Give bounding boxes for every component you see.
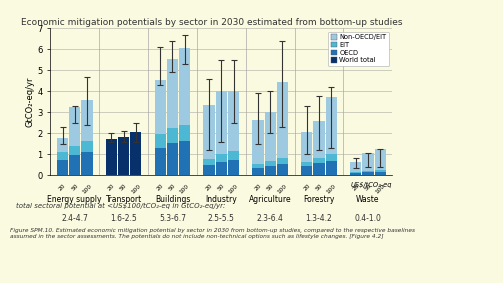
- Text: 100: 100: [81, 183, 93, 194]
- Bar: [228, 151, 239, 160]
- Text: 20: 20: [351, 183, 360, 192]
- Text: 50: 50: [70, 183, 79, 192]
- Text: 50: 50: [266, 183, 275, 192]
- Bar: [350, 172, 361, 173]
- Text: 100: 100: [179, 183, 190, 194]
- Bar: [81, 141, 93, 152]
- Bar: [179, 125, 190, 141]
- Bar: [325, 155, 337, 161]
- Bar: [179, 141, 190, 175]
- Text: Economic mitigation potentials by sector in 2030 estimated from bottom-up studie: Economic mitigation potentials by sector…: [21, 18, 402, 27]
- Bar: [362, 153, 374, 171]
- Bar: [313, 121, 324, 158]
- Bar: [325, 161, 337, 175]
- Text: 20: 20: [58, 183, 67, 192]
- Bar: [277, 164, 288, 175]
- Bar: [253, 168, 264, 175]
- Bar: [301, 162, 312, 166]
- Bar: [228, 160, 239, 175]
- Bar: [154, 80, 166, 134]
- Bar: [204, 159, 215, 165]
- Bar: [362, 172, 374, 175]
- Bar: [265, 112, 276, 161]
- Text: 2.4-4.7: 2.4-4.7: [61, 214, 88, 223]
- Bar: [167, 128, 178, 143]
- Text: US$/tCO₂-eq: US$/tCO₂-eq: [351, 181, 392, 188]
- Bar: [375, 170, 386, 172]
- Text: 50: 50: [314, 183, 323, 192]
- Bar: [350, 173, 361, 175]
- Text: 100: 100: [374, 183, 386, 194]
- Bar: [69, 107, 80, 146]
- Bar: [167, 59, 178, 128]
- Text: 100: 100: [130, 183, 141, 194]
- Text: 100: 100: [277, 183, 288, 194]
- Bar: [81, 152, 93, 175]
- Text: total sectoral potential at <US$100/tCO₂-eq in GtCO₂-eq/yr:: total sectoral potential at <US$100/tCO₂…: [16, 202, 225, 209]
- Bar: [313, 163, 324, 175]
- Text: 100: 100: [228, 183, 239, 194]
- Bar: [57, 152, 68, 160]
- Bar: [313, 158, 324, 163]
- Text: 2.5-5.5: 2.5-5.5: [208, 214, 235, 223]
- Bar: [69, 146, 80, 155]
- Bar: [253, 120, 264, 164]
- Bar: [362, 171, 374, 172]
- Text: 50: 50: [168, 183, 177, 192]
- Bar: [106, 139, 117, 175]
- Bar: [301, 132, 312, 162]
- Bar: [265, 166, 276, 175]
- Bar: [81, 100, 93, 141]
- Legend: Non-OECD/EIT, EIT, OECD, World total: Non-OECD/EIT, EIT, OECD, World total: [328, 32, 389, 66]
- Bar: [277, 158, 288, 164]
- Bar: [154, 134, 166, 148]
- Text: 20: 20: [156, 183, 164, 192]
- Text: 50: 50: [217, 183, 226, 192]
- Bar: [130, 132, 141, 175]
- Bar: [301, 166, 312, 175]
- Text: Figure SPM.10. Estimated economic mitigation potential by sector in 2030 from bo: Figure SPM.10. Estimated economic mitiga…: [10, 228, 415, 239]
- Bar: [375, 149, 386, 170]
- Text: 1.3-4.2: 1.3-4.2: [306, 214, 332, 223]
- Bar: [179, 48, 190, 125]
- Bar: [154, 148, 166, 175]
- Bar: [253, 164, 264, 168]
- Bar: [216, 91, 227, 154]
- Bar: [265, 161, 276, 166]
- Bar: [57, 138, 68, 152]
- Text: 100: 100: [325, 183, 337, 194]
- Text: 0.4-1.0: 0.4-1.0: [355, 214, 381, 223]
- Bar: [375, 172, 386, 175]
- Text: 20: 20: [302, 183, 311, 192]
- Text: 2.3-6.4: 2.3-6.4: [257, 214, 284, 223]
- Bar: [216, 162, 227, 175]
- Bar: [167, 143, 178, 175]
- Bar: [204, 165, 215, 175]
- Bar: [216, 154, 227, 162]
- Text: 20: 20: [107, 183, 116, 192]
- Bar: [69, 155, 80, 175]
- Y-axis label: GtCO₂-eq/yr: GtCO₂-eq/yr: [26, 77, 35, 127]
- Text: 1.6-2.5: 1.6-2.5: [110, 214, 137, 223]
- Text: 20: 20: [254, 183, 263, 192]
- Bar: [277, 82, 288, 158]
- Bar: [325, 97, 337, 155]
- Text: 50: 50: [119, 183, 128, 192]
- Bar: [118, 137, 129, 175]
- Bar: [57, 160, 68, 175]
- Text: 20: 20: [205, 183, 214, 192]
- Text: 50: 50: [364, 183, 372, 192]
- Bar: [350, 162, 361, 172]
- Bar: [228, 91, 239, 151]
- Text: 5.3-6.7: 5.3-6.7: [159, 214, 186, 223]
- Bar: [204, 105, 215, 159]
